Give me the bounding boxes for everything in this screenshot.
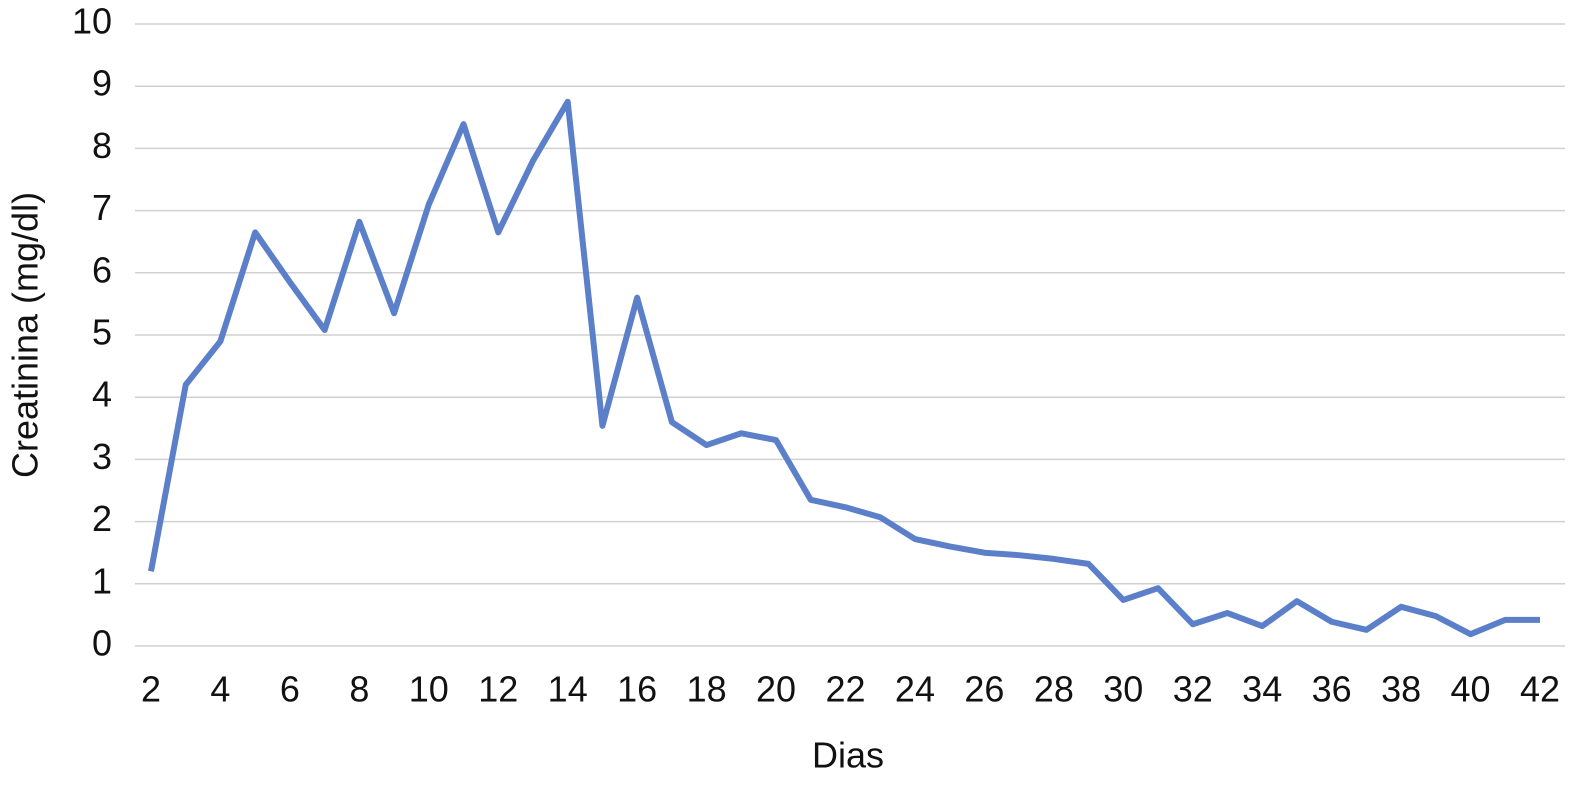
- y-tick-label: 9: [92, 63, 112, 104]
- x-tick-label: 20: [756, 669, 796, 710]
- y-tick-label: 0: [92, 623, 112, 664]
- y-tick-label: 6: [92, 249, 112, 290]
- x-tick-label: 34: [1242, 669, 1282, 710]
- x-axis-label: Dias: [812, 735, 884, 776]
- y-tick-label: 3: [92, 436, 112, 477]
- x-tick-label: 36: [1312, 669, 1352, 710]
- y-tick-label: 5: [92, 312, 112, 353]
- y-tick-label: 7: [92, 187, 112, 228]
- x-tick-label: 4: [210, 669, 230, 710]
- x-tick-label: 22: [825, 669, 865, 710]
- x-tick-label: 14: [548, 669, 588, 710]
- x-tick-label: 28: [1034, 669, 1074, 710]
- x-tick-label: 42: [1520, 669, 1560, 710]
- x-tick-label: 8: [349, 669, 369, 710]
- x-tick-label: 24: [895, 669, 935, 710]
- x-tick-label: 12: [478, 669, 518, 710]
- y-tick-label: 2: [92, 498, 112, 539]
- y-tick-label: 8: [92, 125, 112, 166]
- x-tick-label: 30: [1103, 669, 1143, 710]
- y-tick-label: 1: [92, 560, 112, 601]
- x-tick-label: 26: [964, 669, 1004, 710]
- x-tick-label: 32: [1173, 669, 1213, 710]
- x-tick-label: 6: [280, 669, 300, 710]
- y-tick-label: 4: [92, 374, 112, 415]
- x-tick-label: 2: [141, 669, 161, 710]
- x-tick-label: 10: [409, 669, 449, 710]
- x-tick-label: 38: [1381, 669, 1421, 710]
- data-line: [148, 98, 1540, 638]
- x-tick-label: 40: [1451, 669, 1491, 710]
- x-tick-label: 16: [617, 669, 657, 710]
- x-tick-label: 18: [687, 669, 727, 710]
- y-axis-label: Creatinina (mg/dl): [5, 192, 46, 478]
- y-tick-label: 10: [72, 1, 112, 42]
